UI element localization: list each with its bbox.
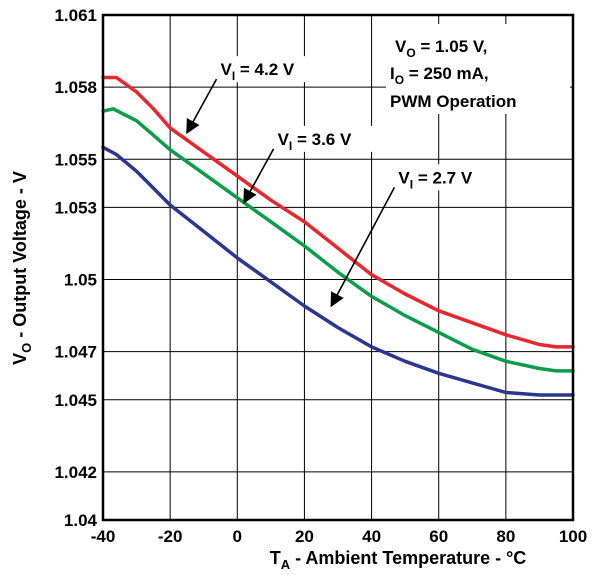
- conditions-line-2: IO = 250 mA,: [390, 64, 489, 87]
- x-tick-label: 80: [496, 527, 515, 546]
- series-lines: [101, 75, 575, 397]
- series-label-main: V: [221, 60, 233, 79]
- y-tick-label: 1.045: [54, 391, 97, 410]
- annotations: VI = 4.2 VVI = 3.6 VVI = 2.7 V: [186, 56, 495, 308]
- series-label-sub: I: [232, 69, 235, 83]
- x-axis-label-main: T: [270, 548, 281, 568]
- x-tick-labels: -40 -20 0 20 40 60 80 100: [91, 527, 587, 546]
- x-tick-label: -40: [91, 527, 116, 546]
- series-label-sub: I: [289, 139, 292, 153]
- y-tick-label: 1.061: [54, 6, 97, 25]
- conditions-background: [386, 24, 570, 114]
- y-tick-label: 1.053: [54, 198, 97, 217]
- series-label-main: V: [398, 168, 410, 187]
- series-annotation-1: VI = 4.2 V: [186, 56, 317, 135]
- y-tick-label: 1.042: [54, 463, 97, 482]
- y-tick-label: 1.055: [54, 150, 97, 169]
- series-label-1: VI = 4.2 V: [221, 60, 295, 83]
- y-axis-label-main: V: [10, 353, 30, 365]
- conditions-line-1-main: V: [395, 37, 407, 56]
- annotation-arrow: [186, 78, 218, 135]
- series-label-2: VI = 3.6 V: [278, 130, 352, 153]
- series-label-rest: = 4.2 V: [235, 60, 295, 79]
- annotation-arrow: [330, 186, 396, 308]
- y-tick-label: 1.04: [64, 511, 98, 530]
- y-axis-label-rest: - Output Voltage - V: [10, 171, 30, 343]
- conditions-line-2-sub: O: [395, 73, 404, 87]
- y-axis-label: VO - Output Voltage - V: [10, 171, 34, 365]
- series-annotation-2: VI = 3.6 V: [243, 125, 374, 204]
- x-tick-label: -20: [158, 527, 183, 546]
- series-line-1: [101, 75, 575, 349]
- conditions-line-2-rest: = 250 mA,: [404, 64, 489, 83]
- series-label-main: V: [278, 130, 290, 149]
- conditions-line-3: PWM Operation: [390, 92, 517, 111]
- series-annotation-3: VI = 2.7 V: [330, 164, 495, 308]
- conditions-line-1: VO = 1.05 V,: [395, 37, 487, 60]
- y-tick-label: 1.05: [64, 271, 97, 290]
- series-label-sub: I: [410, 177, 413, 191]
- series-label-3: VI = 2.7 V: [398, 168, 472, 191]
- conditions-line-2-main: I: [390, 64, 395, 83]
- annotation-arrow: [243, 148, 275, 204]
- series-label-rest: = 2.7 V: [413, 168, 473, 187]
- x-tick-label: 0: [233, 527, 242, 546]
- x-axis-label-rest: - Ambient Temperature - °C: [290, 548, 526, 568]
- y-axis-label-sub: O: [19, 343, 34, 353]
- x-tick-label: 20: [295, 527, 314, 546]
- y-tick-labels: 1.04 1.042 1.045 1.047 1.05 1.053 1.055 1.058 1.…: [54, 6, 97, 530]
- x-axis-label: TA - Ambient Temperature - °C: [270, 548, 527, 572]
- annotation-background: [269, 125, 374, 152]
- annotation-background: [390, 164, 495, 191]
- x-tick-label: 60: [429, 527, 448, 546]
- conditions-line-1-rest: = 1.05 V,: [416, 37, 488, 56]
- conditions-line-1-sub: O: [406, 46, 415, 60]
- x-axis-label-sub: A: [281, 557, 291, 572]
- series-label-rest: = 3.6 V: [292, 130, 352, 149]
- x-tick-label: 100: [559, 527, 587, 546]
- y-tick-label: 1.047: [54, 343, 97, 362]
- y-tick-label: 1.058: [54, 78, 97, 97]
- conditions-box: VO = 1.05 V, IO = 250 mA, PWM Operation: [386, 24, 570, 114]
- series-line-2: [101, 107, 575, 373]
- x-tick-label: 40: [362, 527, 381, 546]
- plot-frame: [101, 13, 575, 522]
- annotation-background: [212, 56, 317, 83]
- series-line-3: [101, 145, 575, 397]
